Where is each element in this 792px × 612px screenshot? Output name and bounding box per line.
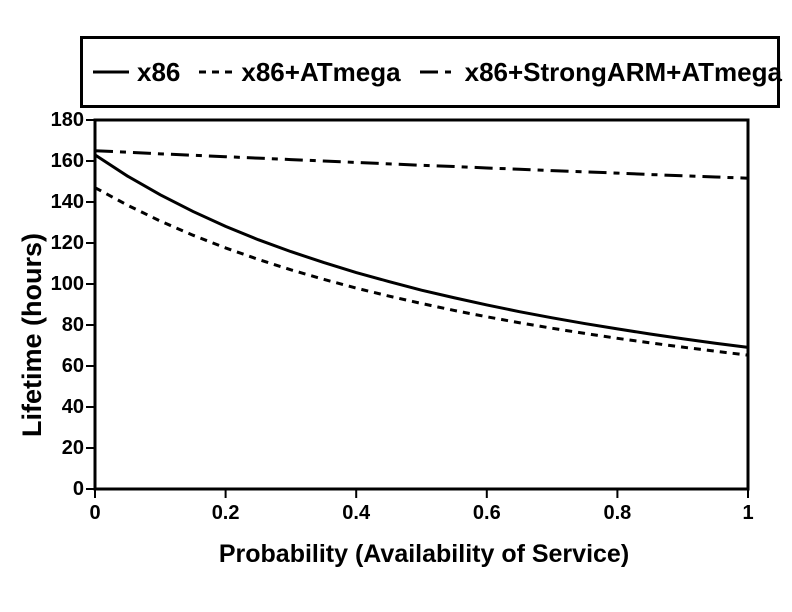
x-tick-label: 0.8 — [603, 502, 632, 524]
y-tick-label: 20 — [61, 437, 84, 459]
legend-label-x86: x86 — [137, 56, 181, 87]
legend-item-x86-strongarm-atmega: x86+StrongARM+ATmega — [419, 56, 782, 88]
x-axis-title: Probability (Availability of Service) — [218, 540, 630, 568]
y-tick-label: 40 — [61, 396, 84, 418]
y-tick-label: 160 — [50, 150, 84, 172]
y-tick-label: 140 — [50, 191, 84, 213]
x-tick-label: 0.6 — [472, 502, 501, 524]
x-tick-label: 0.4 — [342, 502, 371, 524]
x-tick-label: 0 — [89, 502, 101, 524]
y-tick-label: 80 — [61, 314, 84, 336]
x-tick-label: 1 — [742, 502, 754, 524]
legend-item-x86: x86 — [93, 57, 180, 88]
legend: x86 x86+ATmega x86+StrongARM+ATmega — [80, 36, 782, 108]
x-tick-label: 0.2 — [211, 502, 240, 524]
y-tick-label: 100 — [50, 273, 84, 295]
legend-item-x86-atmega: x86+ATmega — [199, 56, 401, 88]
y-tick-label: 180 — [50, 109, 84, 131]
dotted-line-sample-icon — [199, 70, 234, 74]
legend-label-x86-strongarm-atmega: x86+StrongARM+ATmega — [464, 56, 782, 87]
legend-label-x86-atmega: x86+ATmega — [241, 56, 401, 87]
y-tick-label: 60 — [61, 355, 84, 377]
solid-line-sample-icon — [93, 70, 129, 74]
dashdot-line-sample-icon — [419, 70, 457, 74]
y-tick-label: 0 — [72, 478, 84, 500]
y-tick-label: 120 — [50, 232, 84, 254]
